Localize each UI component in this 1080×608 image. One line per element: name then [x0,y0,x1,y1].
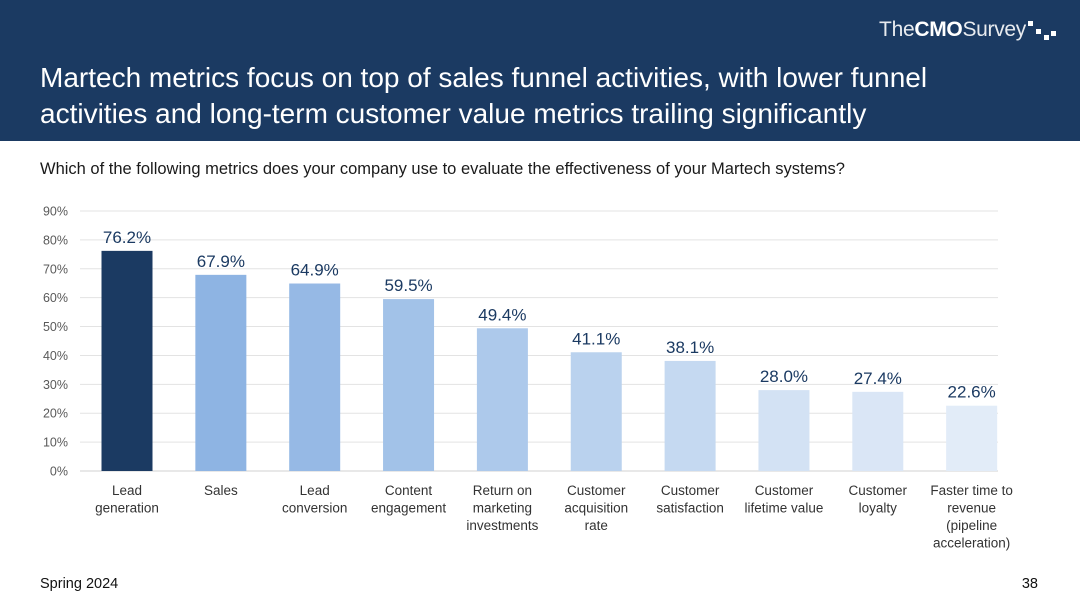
category-label: Customer [849,483,908,498]
category-label: Lead [300,483,330,498]
category-label: (pipeline [946,518,997,533]
brand-pre: The [879,18,915,41]
y-tick-label: 10% [43,436,68,450]
data-label: 27.4% [854,369,902,388]
y-tick-label: 40% [43,349,68,363]
page-title: Martech metrics focus on top of sales fu… [40,62,928,129]
bar [195,274,247,471]
brand-post: Survey [962,18,1026,41]
category-label: rate [585,518,608,533]
brand-bold: CMO [914,18,963,41]
y-tick-label: 30% [43,378,68,392]
category-label: investments [466,518,538,533]
data-label: 28.0% [760,367,808,386]
bar [570,352,622,471]
data-label: 41.1% [572,329,620,348]
header-banner: TheCMOSurvey Martech metrics focus on to… [0,0,1080,141]
survey-edition: Spring 2024 [40,576,119,592]
category-label: Customer [661,483,720,498]
y-tick-label: 20% [43,407,68,421]
bar [383,299,435,471]
category-label: acceleration) [933,536,1010,551]
category-label: lifetime value [745,501,824,516]
bar [946,405,998,471]
category-label: Sales [204,483,238,498]
bar-chart: 0% 10% 20% 30% 40% 50% 60% 70% 80% 90% 76.2% Lead ge… [43,205,1013,551]
y-tick-label: 60% [43,291,68,305]
data-label: 38.1% [666,338,714,357]
bar [852,391,904,471]
category-label: Customer [567,483,626,498]
y-tick-label: 90% [43,205,68,219]
y-tick-label: 50% [43,320,68,334]
y-tick-label: 80% [43,233,68,247]
category-label: Return on [473,483,532,498]
category-label: acquisition [564,501,628,516]
survey-question: Which of the following metrics does your… [40,160,845,178]
data-label: 22.6% [948,383,996,402]
bar [758,390,810,471]
category-label: generation [95,501,159,516]
category-label: Content [385,483,433,498]
category-label: revenue [947,501,996,516]
brand-logo: TheCMOSurvey [879,18,1026,42]
bar [101,250,153,471]
bar [664,360,716,471]
data-label: 76.2% [103,228,151,247]
page-number: 38 [1021,576,1038,592]
data-label: 49.4% [478,305,526,324]
data-label: 59.5% [384,276,432,295]
data-label: 64.9% [291,261,339,280]
data-label: 67.9% [197,252,245,271]
category-label: conversion [282,501,347,516]
category-label: engagement [371,501,446,516]
category-label: satisfaction [656,501,724,516]
bar [289,283,341,471]
category-label: Customer [755,483,814,498]
y-tick-label: 0% [50,465,68,479]
category-label: loyalty [859,501,898,516]
bar [476,328,528,471]
category-label: Faster time to [930,483,1013,498]
category-label: Lead [112,483,142,498]
y-tick-label: 70% [43,262,68,276]
category-label: marketing [473,501,532,516]
brand-dots-icon [1024,19,1056,43]
